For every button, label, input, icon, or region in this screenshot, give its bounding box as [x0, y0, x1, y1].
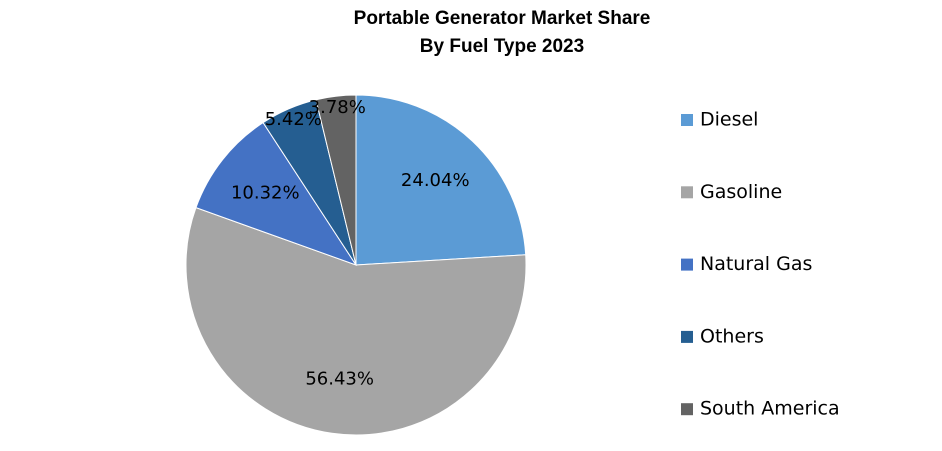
legend-swatch: [681, 330, 693, 343]
legend-label: Natural Gas: [700, 253, 812, 275]
data-label: 24.04%: [401, 170, 470, 191]
data-label: 5.42%: [265, 109, 322, 130]
legend-swatch: [681, 403, 693, 416]
legend-swatch: [681, 186, 693, 199]
legend-label: Others: [700, 325, 764, 347]
legend-swatch: [681, 258, 693, 271]
legend-label: South America: [700, 398, 840, 420]
data-label: 10.32%: [231, 182, 300, 203]
legend-swatch: [681, 114, 693, 126]
legend-label: Diesel: [700, 109, 758, 131]
pie-slice: [315, 94, 357, 266]
chart-title: By Fuel Type 2023: [420, 36, 584, 57]
data-label: 3.78%: [309, 97, 366, 118]
legend-label: Gasoline: [700, 181, 782, 203]
pie-slice: [185, 206, 527, 436]
pie-slice: [355, 94, 527, 266]
data-label: 56.43%: [305, 368, 374, 389]
chart-title: Portable Generator Market Share: [354, 8, 651, 29]
pie-slice: [195, 121, 358, 266]
